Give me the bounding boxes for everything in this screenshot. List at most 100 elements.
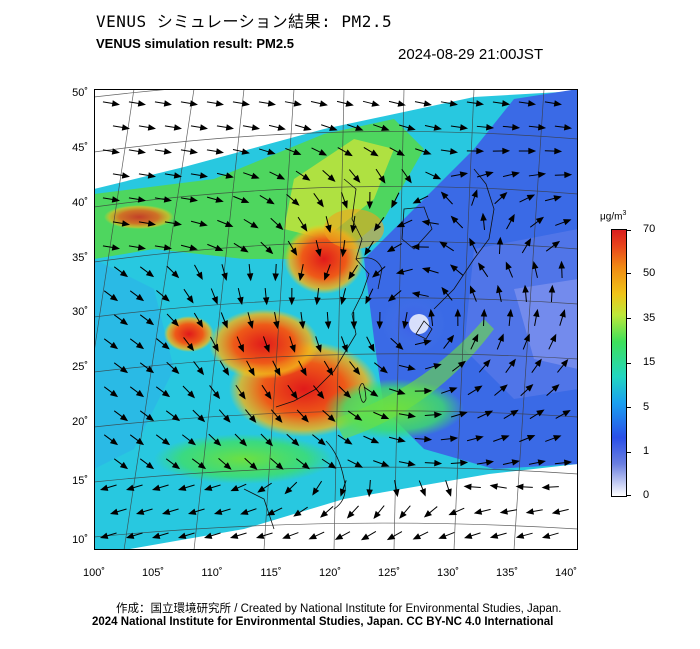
wind-arrowhead [506,308,514,317]
wind-arrowhead [512,123,521,131]
wind-arrowhead [121,124,130,131]
wind-arrowhead [262,297,270,306]
wind-arrowhead [266,509,276,516]
pm25-map [94,89,578,550]
wind-arrowhead [449,435,459,442]
wind-arrowhead [312,487,320,496]
wind-arrowhead [225,172,234,179]
wind-arrowhead [329,124,338,131]
wind-arrowhead [241,148,250,155]
wind-arrowhead [505,261,512,270]
wind-arrowhead [407,460,416,467]
wind-arrowhead [145,413,155,422]
wind-arrowhead [386,245,396,253]
wind-arrowhead [264,391,272,400]
wind-arrowhead [526,435,536,442]
wind-arrowhead [457,360,466,369]
wind-arrowhead [318,149,328,156]
copyright-line: 2024 National Institute for Environmenta… [92,616,554,628]
wind-arrowhead [173,220,182,227]
lon-label-105: 105˚ [141,567,165,579]
lat-label-15: 15˚ [72,475,88,487]
wind-arrowhead [237,344,244,353]
wind-arrowhead [412,533,422,540]
wind-arrowhead [99,484,109,491]
wind-arrowhead [407,124,416,131]
wind-arrowhead [524,238,532,247]
wind-arrowhead [327,174,336,182]
wind-arrowhead [341,344,348,353]
wind-arrowhead [424,435,433,443]
wind-arrowhead [215,100,224,107]
wind-arrowhead [553,435,562,442]
wind-arrowhead [379,365,388,374]
wind-arrowhead [111,196,120,203]
wind-arrowhead [450,215,459,224]
wind-arrowhead [352,366,361,376]
wind-arrowhead [345,100,354,107]
wind-arrowhead [439,241,448,249]
wind-arrowhead [360,533,370,541]
wind-arrowhead [449,100,458,107]
wind-arrowhead [478,262,486,271]
lon-label-135: 135˚ [495,567,519,579]
wind-arrowhead [223,462,232,470]
wind-arrowhead [163,196,172,203]
wind-arrowhead [109,293,119,302]
wind-arrowhead [171,270,180,279]
wind-arrowhead [189,244,198,251]
wind-arrowhead [344,437,353,445]
wind-arrowhead [196,319,204,328]
wind-arrowhead [196,271,203,281]
wind-arrowhead [499,192,508,200]
wind-arrowhead [344,149,353,157]
colorbar [611,229,627,497]
wind-arrowhead [171,461,181,470]
wind-arrowhead [290,247,298,256]
colorbar-label-0: 0 [643,489,650,501]
wind-arrowhead [381,124,390,131]
wind-arrowhead [399,510,407,519]
wind-arrowhead [355,124,364,131]
wind-arrowhead [221,320,228,329]
wind-arrowhead [563,219,572,226]
wind-arrowhead [525,383,534,392]
wind-arrowhead [119,365,129,374]
wind-arrowhead [412,197,421,204]
wind-arrowhead [119,317,129,326]
wind-arrowhead [346,510,355,519]
wind-arrowhead [391,199,398,209]
wind-arrowhead [224,220,234,227]
wind-arrowhead [171,413,181,422]
lon-label-130: 130˚ [436,567,460,579]
wind-arrowhead [267,100,276,107]
wind-arrowhead [448,509,457,516]
wind-arrowhead [173,124,182,131]
wind-arrowhead [239,438,248,447]
wind-arrowhead [508,358,516,367]
wind-arrowhead [553,195,562,202]
wind-arrowhead [475,435,484,442]
wind-arrowhead [161,389,171,398]
wind-arrowhead [350,321,358,330]
wind-arrowhead [273,320,280,330]
wind-arrowhead [334,533,344,540]
wind-arrowhead [475,100,485,107]
wind-arrowhead [459,171,468,178]
wind-arrowhead [421,267,431,274]
wind-arrowhead [449,148,459,155]
wind-arrowhead [469,285,476,294]
wind-arrowhead [225,124,234,131]
wind-arrowhead [163,148,172,155]
wind-arrowhead [187,390,196,399]
wind-arrowhead [562,409,571,417]
wind-arrowhead [301,414,309,423]
wind-arrowhead [549,333,557,343]
wind-arrowhead [404,175,412,184]
wind-arrowhead [249,462,258,470]
wind-arrowhead [229,532,239,539]
wind-arrowhead [251,172,260,179]
wind-arrowhead [215,196,224,203]
wind-arrowhead [378,175,386,184]
wind-arrowhead [199,172,208,179]
